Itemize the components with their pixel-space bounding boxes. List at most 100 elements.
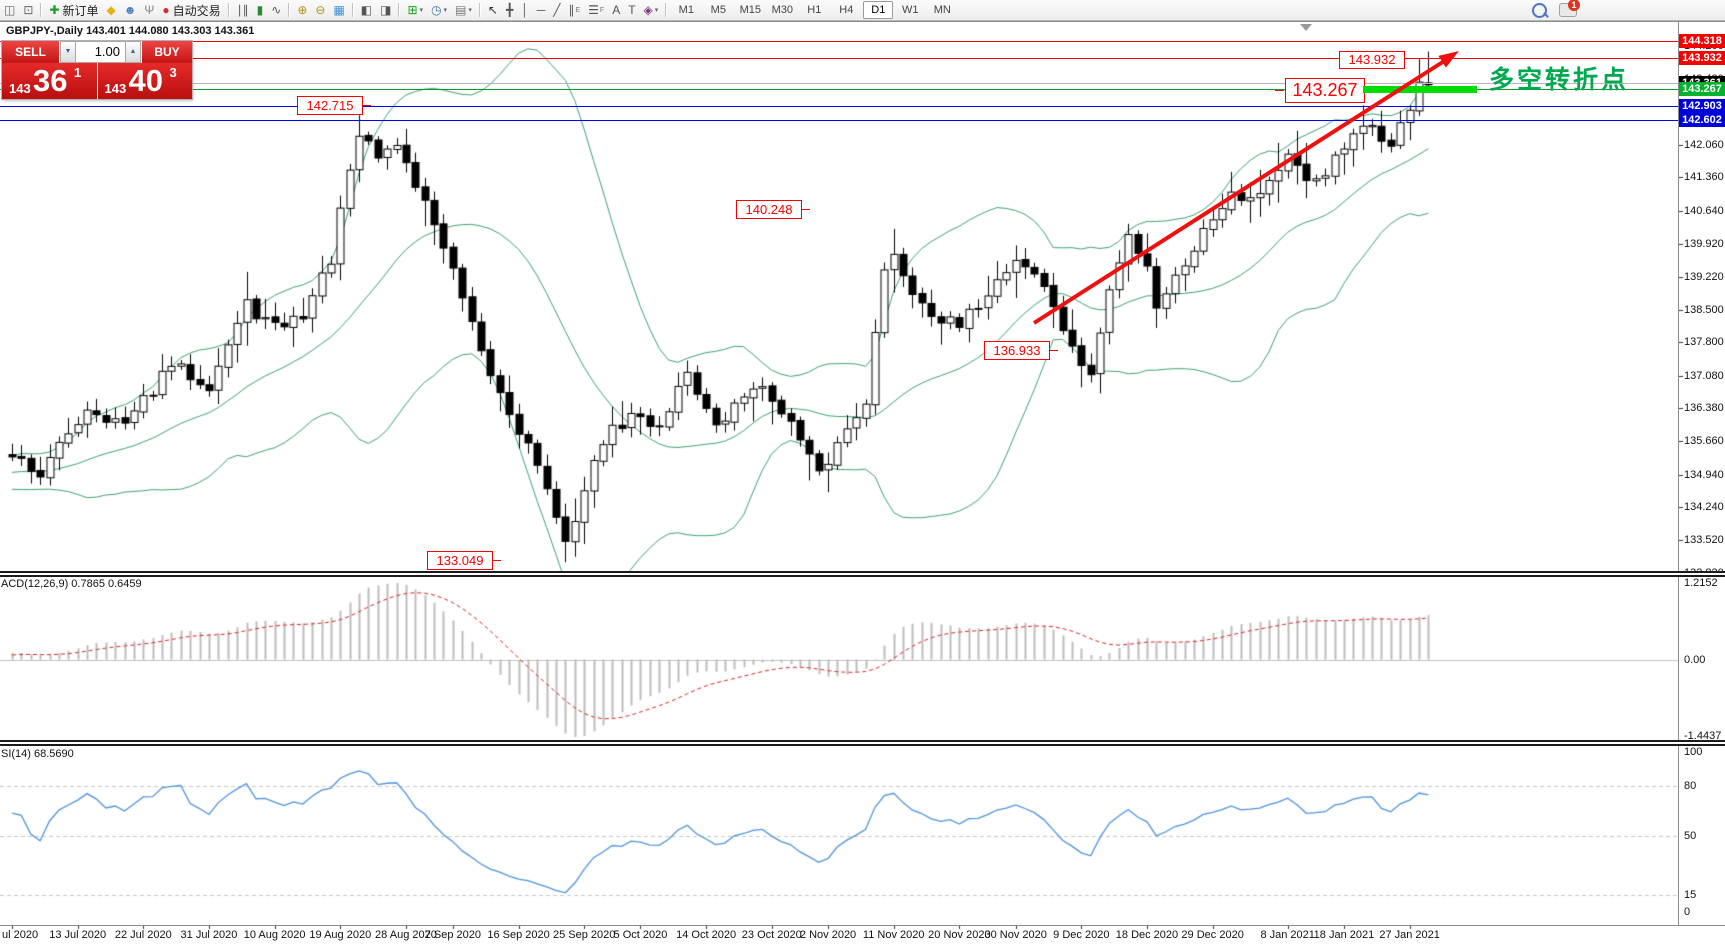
tile-windows-icon[interactable]: ▦: [329, 1, 348, 19]
label-anchor-dash: [362, 104, 371, 106]
chart-shift-marker[interactable]: [1300, 24, 1312, 31]
toolbar-separator: [351, 3, 354, 17]
timeframe-button-m15[interactable]: M15: [739, 4, 761, 16]
horizontal-level-line[interactable]: [0, 106, 1678, 107]
arrange-windows-icon[interactable]: ◧: [357, 1, 376, 19]
toolbar-separator: [40, 3, 43, 17]
macd-tick: 1.2152: [1684, 577, 1718, 589]
print-preview-icon[interactable]: ⊡: [19, 1, 37, 19]
date-label: 23 Oct 2020: [741, 929, 802, 941]
date-label: 11 Nov 2020: [862, 929, 925, 941]
volume-input[interactable]: 1.00: [76, 41, 125, 63]
periods-icon: ◷: [431, 3, 442, 17]
price-annotation-label[interactable]: 142.715: [297, 96, 363, 115]
price-annotation-label[interactable]: 143.267: [1285, 78, 1365, 103]
macd-label: ACD(12,26,9) 0.7865 0.6459: [1, 578, 142, 590]
text-label-icon[interactable]: T: [624, 1, 639, 19]
vertical-line-icon[interactable]: │: [517, 1, 533, 19]
zoom-out-icon[interactable]: ⊖: [311, 1, 329, 19]
macd-tick: -1.4437: [1684, 730, 1722, 742]
timeframe-button-m5[interactable]: M5: [710, 4, 726, 16]
new-chart-icon[interactable]: ⊞ ▾: [403, 1, 427, 19]
highlighter-icon[interactable]: ◆: [102, 1, 119, 19]
buy-price-panel[interactable]: 143 40 3: [97, 63, 192, 99]
buy-price-big: 40: [128, 63, 163, 98]
pane-separator-macd[interactable]: [0, 571, 1725, 577]
cursor-icon[interactable]: ↖: [484, 1, 502, 19]
sell-price-panel[interactable]: 143 36 1: [2, 63, 98, 99]
line-chart-icon: ∿: [271, 3, 282, 17]
profile-icon[interactable]: ☻: [120, 1, 141, 19]
volume-decrease-button[interactable]: ▼: [60, 41, 76, 63]
dropdown-arrow-icon: ▾: [419, 7, 424, 14]
notification-badge: 1: [1568, 0, 1580, 11]
chart-window-icon: ◫: [4, 3, 16, 17]
sell-price-sup: 1: [74, 65, 82, 80]
date-label: 18 Dec 2020: [1115, 929, 1179, 941]
templates-icon[interactable]: ▤ ▾: [451, 1, 476, 19]
rsi-tick: 0: [1684, 906, 1691, 918]
fibonacci-icon[interactable]: ☰ F: [584, 1, 608, 19]
zoom-in-icon[interactable]: ⊕: [293, 1, 311, 19]
price-tick: 137.080: [1684, 369, 1724, 382]
trendline-icon[interactable]: ╱: [549, 1, 564, 19]
periods-icon[interactable]: ◷ ▾: [427, 1, 451, 19]
horizontal-line-icon[interactable]: ─: [533, 1, 550, 19]
horizontal-level-line[interactable]: [0, 58, 1678, 59]
new-order-button[interactable]: ✚ 新订单: [45, 1, 102, 19]
vertical-line-icon: │: [521, 3, 529, 17]
price-annotation-label[interactable]: 143.932: [1339, 51, 1405, 69]
price-annotation-label[interactable]: 136.933: [984, 341, 1050, 360]
chinese-note-text[interactable]: 多空转折点: [1489, 66, 1630, 94]
horizontal-level-line[interactable]: [0, 83, 1678, 84]
bars-chart-icon[interactable]: ∣∥: [233, 1, 253, 19]
label-anchor-dash: [1275, 89, 1284, 91]
text-icon: A: [612, 3, 621, 17]
autotrading-button: ●: [162, 3, 170, 17]
price-level-badge: 143.267: [1679, 82, 1725, 96]
text-icon[interactable]: A: [608, 1, 624, 19]
line-chart-icon[interactable]: ∿: [267, 1, 285, 19]
sell-button[interactable]: SELL: [2, 41, 60, 63]
bars-chart-icon: ∣∥: [236, 3, 249, 17]
timeframe-button-h1[interactable]: H1: [807, 4, 822, 16]
cascade-windows-icon[interactable]: ◨: [376, 1, 395, 19]
crosshair-icon[interactable]: ╋: [502, 1, 517, 19]
volume-increase-button[interactable]: ▲: [125, 41, 141, 63]
trendline-icon: ╱: [553, 3, 561, 17]
macd-tick: 0.00: [1684, 653, 1706, 666]
new-order-button: ✚: [49, 3, 60, 17]
trend-highlight-bar[interactable]: [1363, 86, 1477, 93]
horizontal-level-line[interactable]: [0, 41, 1678, 42]
notifications-icon[interactable]: 1: [1559, 0, 1580, 17]
price-tick: 138.500: [1684, 303, 1724, 316]
price-tick: 141.360: [1684, 171, 1724, 184]
cascade-windows-icon: ◨: [380, 3, 392, 17]
zoom-in-icon: ⊕: [297, 3, 308, 17]
timeframe-button-h4[interactable]: H4: [839, 4, 854, 16]
buy-button[interactable]: BUY: [141, 41, 192, 63]
autotrading-button[interactable]: ● 自动交易: [158, 1, 224, 19]
horizontal-level-line[interactable]: [0, 89, 1678, 90]
timeframe-button-m30[interactable]: M30: [771, 4, 793, 16]
date-label: 30 Nov 2020: [984, 929, 1047, 941]
horizontal-level-line[interactable]: [0, 120, 1678, 121]
price-annotation-label[interactable]: 140.248: [736, 200, 802, 219]
date-label: 2 Nov 2020: [799, 929, 857, 941]
timeframe-button-m1[interactable]: M1: [678, 4, 694, 16]
timeframe-button-w1[interactable]: W1: [902, 4, 919, 16]
shapes-icon[interactable]: ◈ ▾: [640, 1, 663, 19]
channel-icon[interactable]: ∥ E: [564, 1, 584, 19]
timeframe-button-mn[interactable]: MN: [933, 4, 951, 16]
candles-chart-icon[interactable]: ▮: [253, 1, 268, 19]
toolbar-separator: [227, 3, 230, 17]
timeframe-button-d1[interactable]: D1: [863, 1, 894, 19]
price-tick: 140.640: [1684, 204, 1724, 217]
search-icon[interactable]: [1532, 2, 1547, 18]
price-annotation-label[interactable]: 133.049: [427, 551, 493, 570]
chart-window-icon[interactable]: ◫: [0, 1, 19, 19]
pane-separator-rsi[interactable]: [0, 740, 1725, 746]
signal-icon[interactable]: Ψ: [140, 1, 158, 19]
